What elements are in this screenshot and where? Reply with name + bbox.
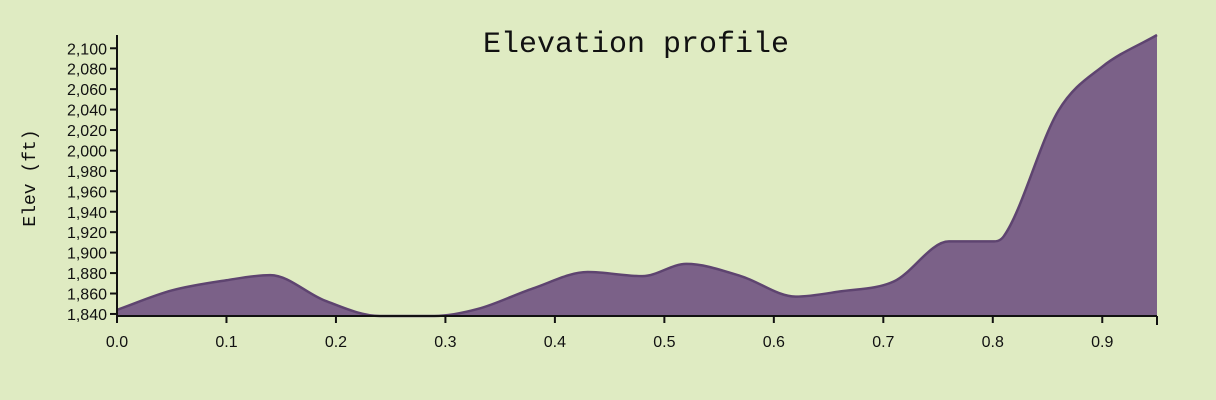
x-tick-label: 0.7 xyxy=(872,334,894,351)
x-tick-label: 0.1 xyxy=(215,334,237,351)
y-tick-label: 1,840 xyxy=(67,307,107,324)
y-axis-label: Elev (ft) xyxy=(21,129,41,226)
elevation-area xyxy=(117,35,1157,316)
axes: 1,840 1,860 1,880 1,900 1,920 1,940 1,960 1,980… xyxy=(67,35,1158,351)
x-tick-label: 0.8 xyxy=(982,334,1004,351)
y-tick-label: 2,000 xyxy=(67,143,107,160)
y-tick-label: 1,900 xyxy=(67,246,107,263)
y-tick-label: 1,880 xyxy=(67,266,107,283)
y-tick-label: 1,920 xyxy=(67,225,107,242)
y-tick-label: 1,980 xyxy=(67,164,107,181)
y-tick-label: 2,060 xyxy=(67,82,107,99)
x-tick-label: 0.6 xyxy=(763,334,785,351)
plot-area xyxy=(116,33,1158,318)
x-tick-label: 0.4 xyxy=(544,334,566,351)
x-tick-label: 0.5 xyxy=(653,334,675,351)
y-tick-label: 1,860 xyxy=(67,287,107,304)
y-tick-label: 2,080 xyxy=(67,62,107,79)
y-tick-label: 1,940 xyxy=(67,205,107,222)
x-tick-label: 0.9 xyxy=(1091,334,1113,351)
y-tick-label: 2,020 xyxy=(67,123,107,140)
elevation-line xyxy=(116,33,1158,318)
x-tick-label: 0.3 xyxy=(434,334,456,351)
x-tick-label: 0.0 xyxy=(106,334,128,351)
y-tick-label: 1,960 xyxy=(67,184,107,201)
y-tick-label: 2,040 xyxy=(67,103,107,120)
y-tick-label: 2,100 xyxy=(67,41,107,58)
chart-title: Elevation profile xyxy=(483,28,789,62)
x-tick-label: 0.2 xyxy=(325,334,347,351)
